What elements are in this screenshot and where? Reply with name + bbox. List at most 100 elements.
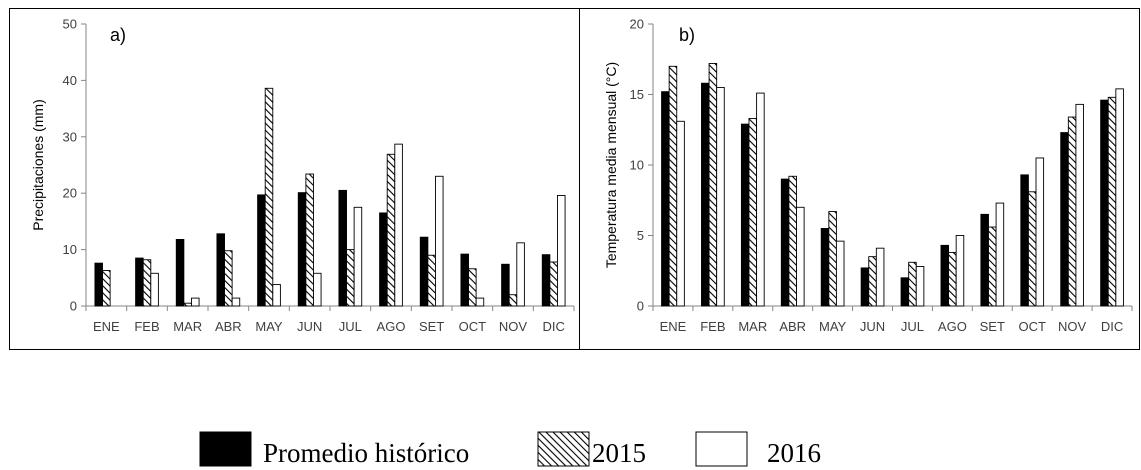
panel-b-bar-historico-jun [860, 267, 870, 307]
panel-a-xtick-label-set: SET [419, 319, 444, 334]
panel-a-bar-2015-dic [549, 261, 558, 307]
panel-a-bar-historico-jun [297, 192, 307, 307]
panel-a-xtick-label-mar: MAR [173, 319, 202, 334]
panel-a-xtick-label-oct: OCT [459, 319, 487, 334]
legend-label-historico: Promedio histórico [263, 438, 469, 468]
panel-b-ytick-label: 5 [637, 228, 644, 243]
panel-a-bar-2016-may [272, 284, 281, 307]
panel-b-frame [579, 8, 1140, 350]
panel-a-bar-2015-abr [224, 250, 233, 307]
panel-a-bar-2016-ago [394, 143, 403, 307]
panel-a-bar-2016-oct [475, 297, 485, 307]
panel-a-bar-2016-abr [231, 297, 241, 307]
panel-a-bar-2016-jul [353, 206, 363, 307]
panel-b-bar-2016-oct [1035, 157, 1045, 307]
panel-b-bar-historico-set [980, 213, 989, 307]
legend: Promedio histórico 2015 2016 [199, 431, 821, 468]
panel-a-bar-historico-set [419, 236, 429, 307]
panel-a-bar-historico-ago [379, 212, 388, 307]
panel-a-ytick-label: 30 [63, 129, 77, 144]
panel-b-bar-2015-may [828, 211, 837, 307]
panel-b-bar-historico-feb [701, 82, 710, 307]
panel-b-bar-2016-feb [716, 86, 725, 307]
panel-a-bar-historico-nov [501, 263, 510, 307]
panel-a-xtick-label-ene: ENE [93, 319, 120, 334]
panel-b-bar-historico-dic [1100, 99, 1109, 307]
panel-b-bar-2015-dic [1107, 96, 1117, 307]
panel-a-xtick-label-jul: JUL [339, 319, 362, 334]
panel-b-bar-historico-mar [740, 123, 750, 307]
panel-b-bar-historico-jul [900, 277, 910, 307]
panel-b-bar-2016-abr [796, 206, 805, 307]
panel-a-ytick-label: 20 [63, 186, 77, 201]
panel-b-xtick-label-set: SET [980, 319, 1005, 334]
panel-b-bar-2015-ene [668, 65, 678, 307]
panel-a-bar-2015-jul [346, 249, 355, 307]
panel-b-bar-2016-mar [756, 92, 765, 307]
panel-a-bar-historico-abr [216, 233, 225, 307]
panel-b-label: b) [679, 25, 695, 45]
panel-a-bar-2016-mar [191, 297, 200, 307]
panel-a-xtick-label-nov: NOV [499, 319, 528, 334]
panel-a-bar-historico-oct [460, 253, 469, 307]
panel-a-bar-2016-feb [150, 272, 159, 307]
temperature-chart: b) Temperatura media mensual (°C) 0 5 10 15… [603, 17, 1133, 334]
panel-b-bar-2015-oct [1027, 191, 1037, 307]
panel-a-bar-2015-set [427, 254, 436, 307]
legend-label-2015: 2015 [592, 438, 646, 468]
panel-a-ytick-label: 50 [63, 17, 77, 32]
panel-a-bar-2015-ago [386, 153, 396, 307]
panel-a-bar-2016-set [435, 175, 444, 307]
panel-a-ytick-label: 0 [70, 299, 77, 314]
panel-a-xtick-label-feb: FEB [134, 319, 159, 334]
panel-a-ytick-label: 10 [63, 242, 77, 257]
panel-b-xtick-label-abr: ABR [779, 319, 806, 334]
panel-b-xtick-label-may: MAY [819, 319, 847, 334]
panel-a-bar-2016-jun [313, 272, 322, 307]
panel-b-xtick-label-nov: NOV [1058, 319, 1087, 334]
panel-b-bar-2016-nov [1075, 103, 1084, 307]
panel-b-bar-historico-abr [780, 178, 790, 307]
panel-a-xtick-label-jun: JUN [297, 319, 322, 334]
panel-a-bar-historico-mar [175, 238, 185, 307]
panel-b-bar-2015-feb [708, 63, 718, 307]
panel-b-ytick-label: 20 [630, 17, 644, 32]
panel-b-ytick-label: 15 [630, 87, 644, 102]
panel-b-bar-historico-ene [661, 91, 670, 307]
legend-swatch-historico [199, 431, 252, 467]
precipitation-chart: a) Precipitaciones (mm) 0 10 20 30 40 50 ENE F… [30, 17, 575, 334]
panel-a-bar-2016-dic [557, 195, 566, 307]
panel-a-xtick-label-may: MAY [255, 319, 283, 334]
panel-b-bar-historico-nov [1060, 132, 1069, 307]
panel-b-bar-2015-mar [748, 118, 758, 307]
legend-label-2016: 2016 [767, 438, 821, 468]
panel-b-bar-2016-dic [1115, 88, 1124, 307]
panel-b-bar-2015-nov [1067, 116, 1077, 307]
panel-b-xtick-label-jun: JUN [860, 319, 885, 334]
panel-a-bar-historico-dic [541, 254, 551, 307]
panel-b-bar-2016-ago [955, 235, 965, 307]
panel-b-bar-historico-may [820, 227, 830, 307]
panel-a-bar-historico-ene [94, 262, 103, 307]
panel-a-bar-2016-nov [516, 242, 525, 307]
panel-b-bar-2016-may [835, 240, 845, 307]
panel-b-xtick-label-feb: FEB [700, 319, 725, 334]
panel-b-xtick-label-jul: JUL [901, 319, 924, 334]
panel-b-ytick-label: 0 [637, 299, 644, 314]
panel-a-bar-2015-jun [305, 173, 314, 307]
panel-b-bar-2016-jul [915, 266, 925, 307]
panel-a-bar-2015-feb [142, 259, 152, 307]
panel-a-bar-2015-may [264, 87, 274, 307]
panel-b-bar-2015-jun [868, 256, 877, 307]
panel-a-xtick-label-abr: ABR [215, 319, 242, 334]
panel-b-xtick-label-mar: MAR [738, 319, 767, 334]
legend-swatch-2016 [695, 431, 748, 467]
panel-b-xtick-label-ago: AGO [938, 319, 967, 334]
panel-b-xtick-label-dic: DIC [1101, 319, 1123, 334]
panel-b-bar-2015-ago [948, 251, 957, 307]
panel-b-xtick-label-ene: ENE [660, 319, 687, 334]
legend-swatch-2015 [537, 431, 590, 467]
panel-a-xtick-label-dic: DIC [542, 319, 564, 334]
panel-a-bar-historico-may [257, 194, 266, 307]
panel-b-bar-2015-jul [908, 261, 917, 307]
